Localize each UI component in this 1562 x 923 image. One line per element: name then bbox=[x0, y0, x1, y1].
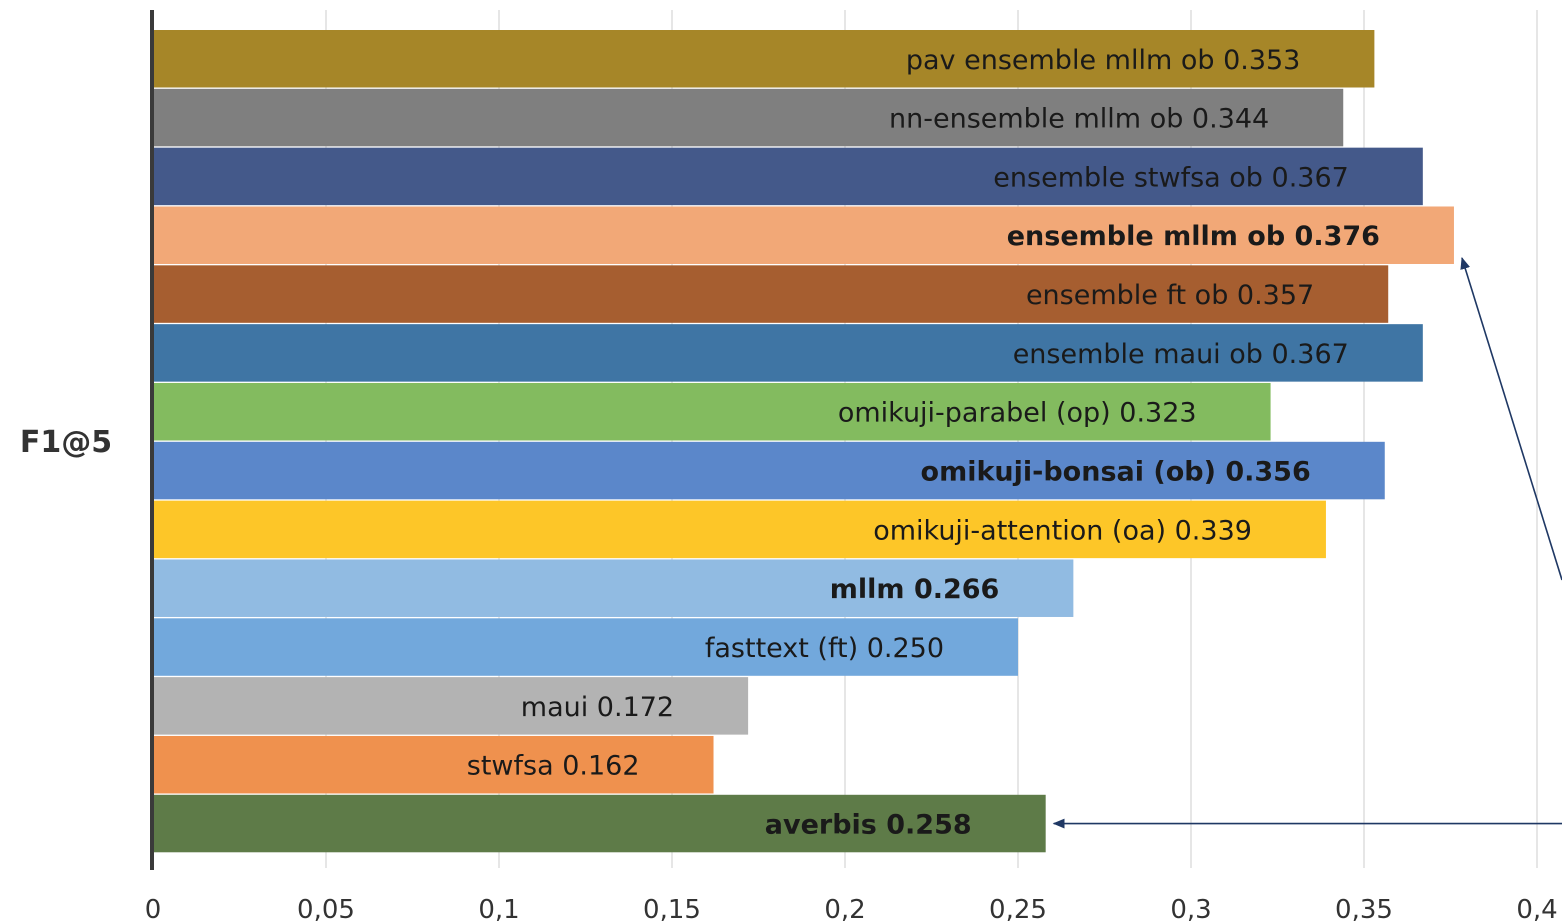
bar bbox=[153, 382, 1271, 441]
y-axis-label: F1@5 bbox=[20, 425, 112, 460]
bar-label: pav ensemble mllm ob 0.353 bbox=[906, 45, 1301, 76]
bar bbox=[153, 441, 1385, 500]
bar-label: averbis 0.258 bbox=[765, 810, 972, 841]
x-tick-label: 0,1 bbox=[478, 895, 519, 923]
x-tick-labels-group: 0 0,05 0,1 0,15 0,2 0,25 0,3 0,35 0,4 bbox=[145, 895, 1558, 923]
bar bbox=[153, 206, 1454, 264]
bar bbox=[153, 147, 1423, 206]
bar-label: stwfsa 0.162 bbox=[467, 751, 640, 782]
bar bbox=[153, 559, 1074, 617]
bar-label: omikuji-bonsai (ob) 0.356 bbox=[921, 457, 1311, 488]
bar-labels-group: pav ensemble mllm ob 0.353 nn-ensemble ml… bbox=[467, 45, 1380, 841]
bar-label: mllm 0.266 bbox=[830, 574, 1000, 605]
x-tick-label: 0 bbox=[145, 895, 162, 923]
bar-label: nn-ensemble mllm ob 0.344 bbox=[889, 104, 1269, 135]
x-tick-label: 0,3 bbox=[1170, 895, 1211, 923]
bar-label: omikuji-parabel (op) 0.323 bbox=[838, 398, 1197, 429]
x-tick-label: 0,15 bbox=[643, 895, 701, 923]
bar-label: ensemble ft ob 0.357 bbox=[1026, 280, 1314, 311]
x-tick-label: 0,25 bbox=[989, 895, 1047, 923]
bar bbox=[153, 618, 1018, 676]
bar-label: omikuji-attention (oa) 0.339 bbox=[873, 515, 1252, 546]
bars-group bbox=[153, 30, 1454, 853]
bar bbox=[153, 30, 1375, 88]
bar bbox=[153, 324, 1423, 382]
bar-label: fasttext (ft) 0.250 bbox=[705, 633, 944, 664]
x-tick-label: 0,2 bbox=[824, 895, 865, 923]
annotation-arrow bbox=[1460, 257, 1562, 581]
bar bbox=[153, 735, 714, 794]
x-tick-label: 0,4 bbox=[1516, 895, 1557, 923]
bar-label: ensemble maui ob 0.367 bbox=[1013, 339, 1349, 370]
bar-label: ensemble mllm ob 0.376 bbox=[1007, 221, 1380, 252]
bar-label: maui 0.172 bbox=[521, 692, 674, 723]
bar bbox=[153, 677, 749, 735]
bar-label: ensemble stwfsa ob 0.367 bbox=[993, 162, 1349, 193]
bar bbox=[153, 265, 1389, 323]
x-tick-label: 0,05 bbox=[297, 895, 355, 923]
annotation-arrows bbox=[1052, 257, 1562, 829]
bar bbox=[153, 88, 1344, 147]
x-tick-label: 0,35 bbox=[1335, 895, 1393, 923]
bar bbox=[153, 794, 1046, 853]
bar bbox=[153, 500, 1326, 559]
